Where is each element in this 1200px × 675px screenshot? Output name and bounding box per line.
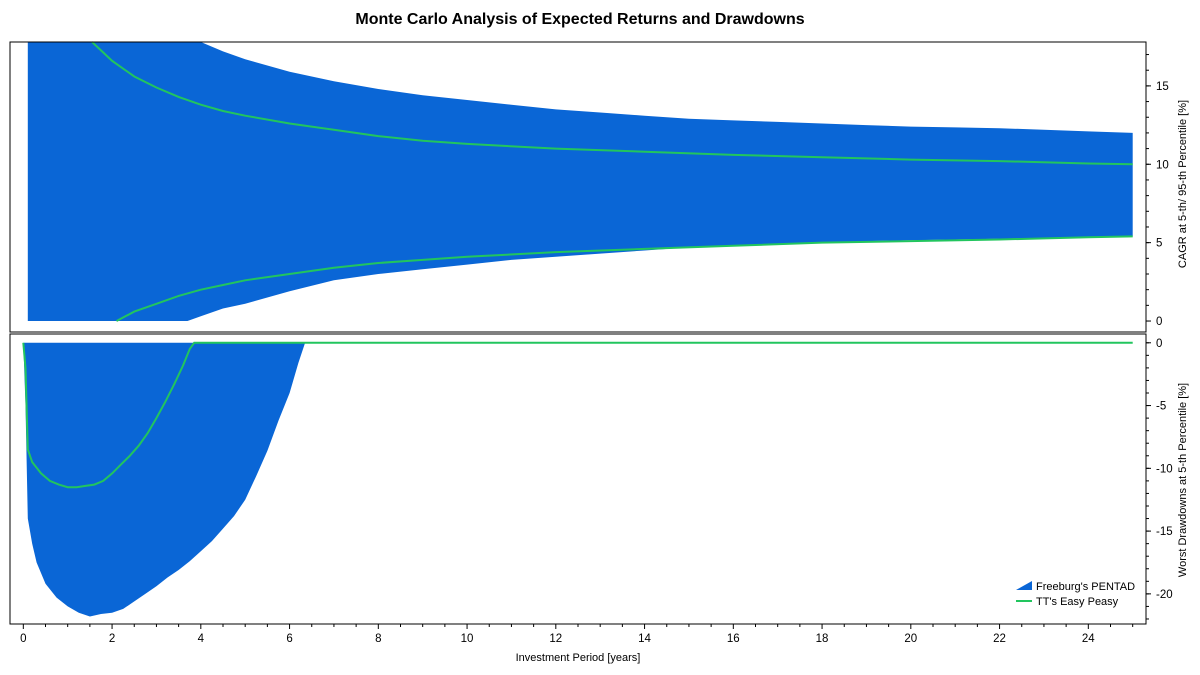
x-tick-label: 4 xyxy=(198,633,205,645)
cagr-y-axis: 0 5 10 15 xyxy=(1146,54,1169,328)
cagr-line-layer xyxy=(91,41,1133,322)
cagr-y-tick-label: 0 xyxy=(1156,316,1162,328)
legend-swatch-band xyxy=(1016,581,1032,590)
drawdown-line-layer xyxy=(22,341,1133,489)
drawdown-y-tick-label: -15 xyxy=(1156,526,1173,538)
cagr-line-lower xyxy=(116,235,1133,322)
x-tick-label: 2 xyxy=(109,633,115,645)
cagr-plot-frame xyxy=(9,41,1147,333)
drawdown-y-tick-label: -10 xyxy=(1156,463,1173,475)
cagr-y-tick-label: 10 xyxy=(1156,159,1169,171)
drawdown-y-axis: 0 -5 -10 -15 -20 xyxy=(1146,338,1173,620)
cagr-panel: 0 5 10 15 CAGR at 5-th/ 95-th Percentile [%… xyxy=(9,41,1189,333)
x-tick-label: 20 xyxy=(904,633,917,645)
drawdown-y-axis-label: Worst Drawdowns at 5-th Percentile [%] xyxy=(1177,383,1189,577)
x-tick-label: 16 xyxy=(727,633,740,645)
x-tick-label: 18 xyxy=(816,633,829,645)
legend-label-easy-peasy: TT's Easy Peasy xyxy=(1036,596,1119,608)
drawdown-band-area xyxy=(23,342,306,617)
cagr-y-tick-label: 15 xyxy=(1156,81,1169,93)
x-tick-label: 0 xyxy=(20,633,26,645)
cagr-line-upper xyxy=(91,41,1133,166)
x-tick-label: 22 xyxy=(993,633,1006,645)
drawdown-y-tick-label: 0 xyxy=(1156,338,1162,350)
cagr-y-axis-label: CAGR at 5-th/ 95-th Percentile [%] xyxy=(1177,100,1189,268)
legend: Freeburg's PENTAD TT's Easy Peasy xyxy=(1016,581,1135,608)
drawdown-band-layer xyxy=(23,342,306,617)
drawdown-panel: 0 -5 -10 -15 -20 Worst Drawdowns at 5-th Per… xyxy=(9,333,1189,625)
drawdown-line-main xyxy=(22,341,1133,489)
cagr-band-layer xyxy=(27,42,1133,321)
x-axis: 0 2 4 6 8 10 12 14 16 18 20 22 24 xyxy=(20,624,1134,645)
cagr-band-area xyxy=(27,42,1133,321)
legend-label-pentad: Freeburg's PENTAD xyxy=(1036,581,1135,593)
cagr-y-tick-label: 5 xyxy=(1156,238,1162,250)
drawdown-y-tick-label: -5 xyxy=(1156,401,1166,413)
x-tick-label: 24 xyxy=(1082,633,1095,645)
x-tick-label: 12 xyxy=(549,633,562,645)
x-tick-label: 8 xyxy=(375,633,381,645)
chart-title: Monte Carlo Analysis of Expected Returns… xyxy=(355,11,804,28)
x-axis-label: Investment Period [years] xyxy=(516,652,641,664)
drawdown-y-tick-label: -20 xyxy=(1156,589,1173,601)
x-tick-label: 10 xyxy=(461,633,474,645)
x-tick-label: 6 xyxy=(286,633,292,645)
x-tick-label: 14 xyxy=(638,633,651,645)
